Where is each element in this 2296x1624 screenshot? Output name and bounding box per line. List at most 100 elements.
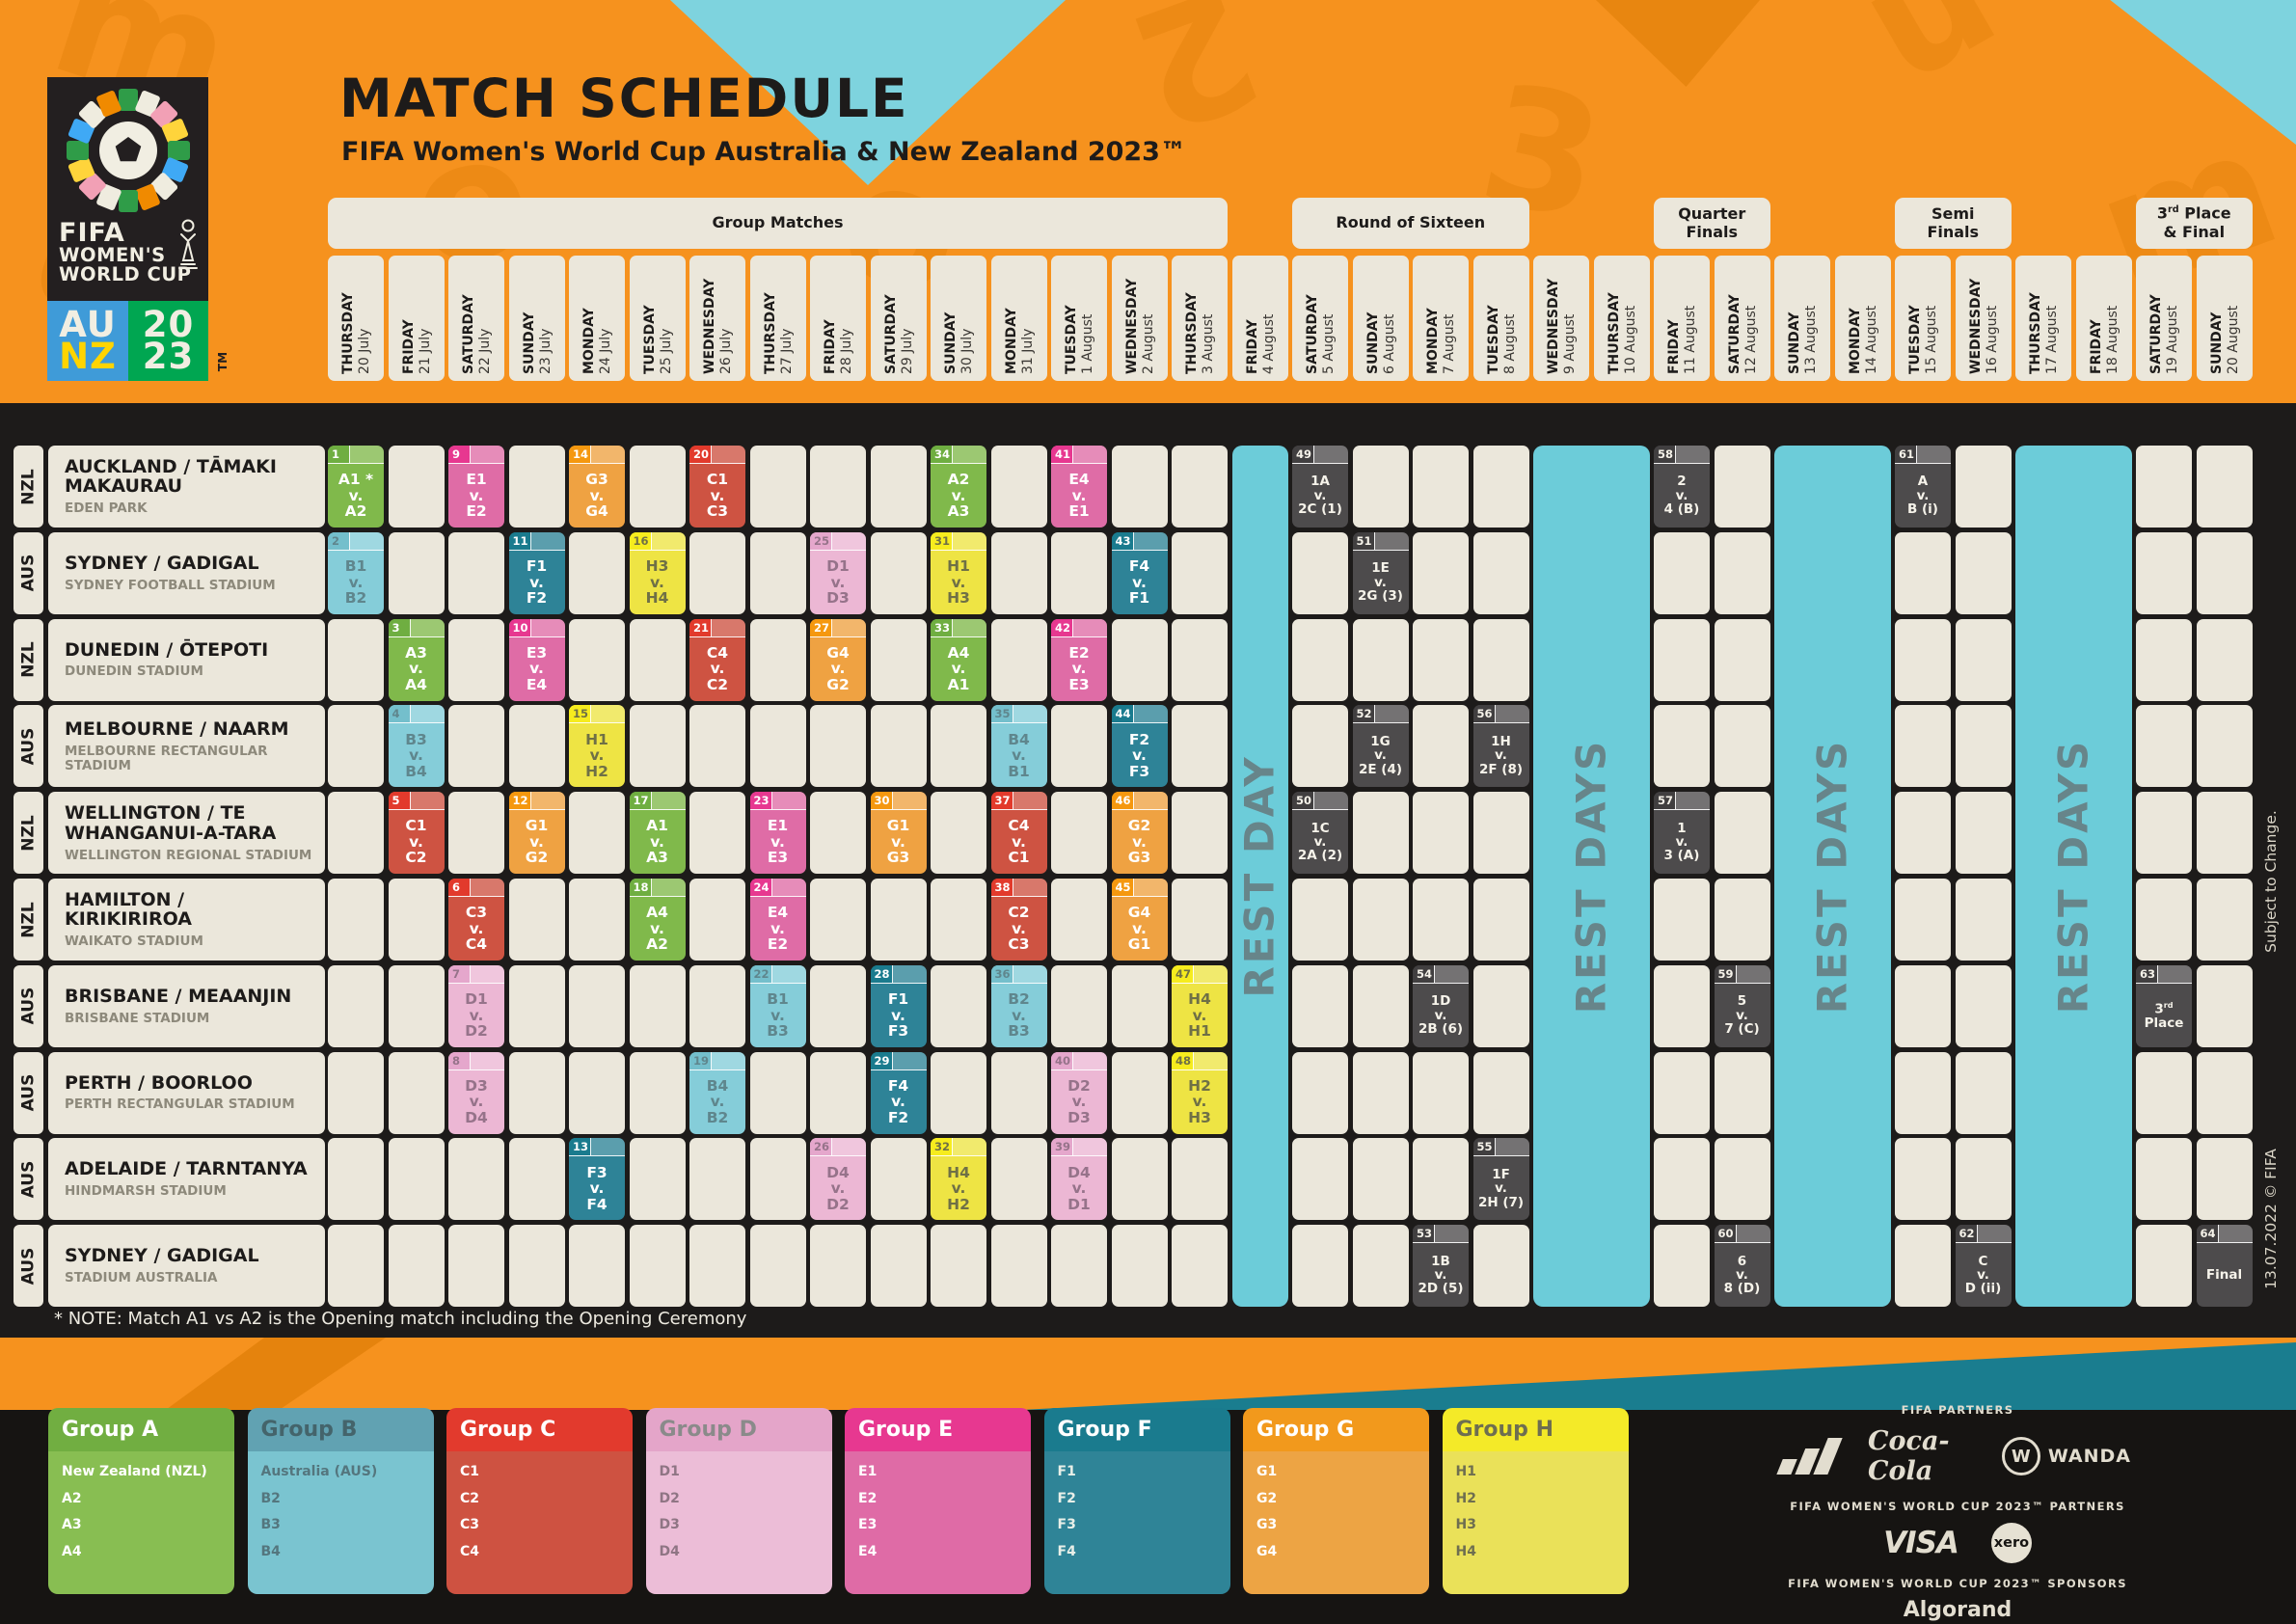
empty-cell [931, 879, 986, 961]
wanda-logo: W WANDA [2001, 1437, 2131, 1475]
match-cell-26: 26 D4 v. D2 [810, 1138, 866, 1221]
match-cell-45: 45 G4 v. G1 [1111, 879, 1168, 961]
empty-cell [810, 1051, 866, 1134]
country-tag-aus: AUS [14, 1051, 43, 1134]
empty-cell [388, 964, 445, 1047]
empty-cell [931, 705, 986, 788]
empty-cell [388, 1138, 445, 1221]
date-header-9-august: WEDNESDAY 9 August [1533, 256, 1589, 381]
empty-cell [990, 531, 1047, 614]
wwc-emblem-icon [67, 89, 190, 212]
empty-cell [1051, 879, 1107, 961]
date-header-29-july: SATURDAY 29 July [870, 256, 927, 381]
empty-cell [749, 1138, 806, 1221]
empty-cell [870, 879, 927, 961]
empty-cell [1172, 531, 1228, 614]
empty-cell [1413, 446, 1469, 528]
match-cell-41: 41 E4 v. E1 [1051, 446, 1107, 528]
group-team-slot: New Zealand (NZL) [62, 1464, 207, 1479]
empty-cell [328, 618, 384, 701]
match-cell-37: 37 C4 v. C1 [990, 792, 1047, 875]
match-cell-4: 4 B3 v. B4 [388, 705, 445, 788]
group-box-header: Group C [446, 1408, 633, 1451]
logo-aunz: AU NZ [47, 301, 128, 381]
empty-cell [1654, 879, 1710, 961]
match-cell-49: 49 1A v. 2C (1) [1292, 446, 1348, 528]
logo-year-top: 20 [142, 303, 195, 345]
group-team-slot: H4 [1455, 1543, 1476, 1559]
empty-cell [2196, 446, 2253, 528]
match-cell-36: 36 B2 v. B3 [990, 964, 1047, 1047]
empty-cell [2136, 1225, 2192, 1308]
logo-fifa: FIFA [59, 218, 125, 248]
visa-logo: VISA [1883, 1526, 1959, 1560]
empty-cell [1654, 1225, 1710, 1308]
match-cell-60: 60 6 v. 8 (D) [1714, 1225, 1770, 1308]
empty-cell [508, 705, 565, 788]
rest-band-25: REST DAYS [1774, 446, 1891, 1307]
empty-cell [328, 1051, 384, 1134]
group-box-header: Group B [247, 1408, 434, 1451]
empty-cell [569, 531, 625, 614]
date-header-17-august: THURSDAY 17 August [2015, 256, 2071, 381]
country-tag-aus: AUS [14, 531, 43, 614]
empty-cell [990, 1225, 1047, 1308]
match-cell-12: 12 G1 v. G2 [508, 792, 565, 875]
empty-cell [1472, 1051, 1529, 1134]
empty-cell [1472, 531, 1529, 614]
empty-cell [1895, 1051, 1951, 1134]
empty-cell [388, 879, 445, 961]
match-cell-1: 1 A1 * v. A2 [328, 446, 384, 528]
empty-cell [1413, 531, 1469, 614]
date-header-11-august: FRIDAY 11 August [1654, 256, 1710, 381]
empty-cell [689, 1225, 745, 1308]
empty-cell [1051, 705, 1107, 788]
empty-cell [328, 879, 384, 961]
empty-cell [931, 792, 986, 875]
empty-cell [569, 1225, 625, 1308]
date-header-24-july: MONDAY 24 July [569, 256, 625, 381]
empty-cell [2136, 1051, 2192, 1134]
empty-cell [1654, 618, 1710, 701]
tournament-logo: FIFA WOMEN'S WORLD CUP AU NZ 20 23 [47, 77, 230, 381]
date-header-13-august: SUNDAY 13 August [1774, 256, 1830, 381]
group-team-slot: F4 [1057, 1543, 1076, 1559]
empty-cell [1955, 1051, 2012, 1134]
empty-cell [629, 446, 686, 528]
empty-cell [2136, 1138, 2192, 1221]
venue-label-4: MELBOURNE / NAARM MELBOURNE RECTANGULAR S… [48, 705, 325, 788]
logo-wordmark: FIFA WOMEN'S WORLD CUP [59, 220, 191, 284]
match-cell-29: 29 F4 v. F2 [870, 1051, 927, 1134]
empty-cell [328, 964, 384, 1047]
match-cell-14: 14 G3 v. G4 [569, 446, 625, 528]
empty-cell [1895, 618, 1951, 701]
empty-cell [810, 792, 866, 875]
orange-wedge-decoration [1596, 0, 1760, 87]
match-cell-34: 34 A2 v. A3 [931, 446, 986, 528]
date-header-5-august: SATURDAY 5 August [1292, 256, 1348, 381]
match-cell-7: 7 D1 v. D2 [448, 964, 504, 1047]
date-header-10-august: THURSDAY 10 August [1593, 256, 1650, 381]
group-box-b: Group B Australia (AUS) B2 B3 B4 [247, 1408, 434, 1594]
country-tag-nzl: NZL [14, 792, 43, 875]
empty-cell [448, 531, 504, 614]
empty-cell [749, 531, 806, 614]
empty-cell [1895, 879, 1951, 961]
coca-cola-logo: Coca-Cola [1868, 1426, 1950, 1486]
empty-cell [1714, 618, 1770, 701]
empty-cell [328, 705, 384, 788]
empty-cell [448, 792, 504, 875]
empty-cell [749, 705, 806, 788]
group-team-slot: B3 [260, 1517, 281, 1532]
empty-cell [689, 705, 745, 788]
empty-cell [1895, 531, 1951, 614]
match-cell-22: 22 B1 v. B3 [749, 964, 806, 1047]
date-header-20-august: SUNDAY 20 August [2196, 256, 2253, 381]
fifa-partners-logos: Coca-Cola W WANDA [1776, 1426, 2131, 1486]
empty-cell [1352, 792, 1409, 875]
trophy-icon [178, 219, 198, 269]
empty-cell [749, 1225, 806, 1308]
empty-cell [629, 705, 686, 788]
